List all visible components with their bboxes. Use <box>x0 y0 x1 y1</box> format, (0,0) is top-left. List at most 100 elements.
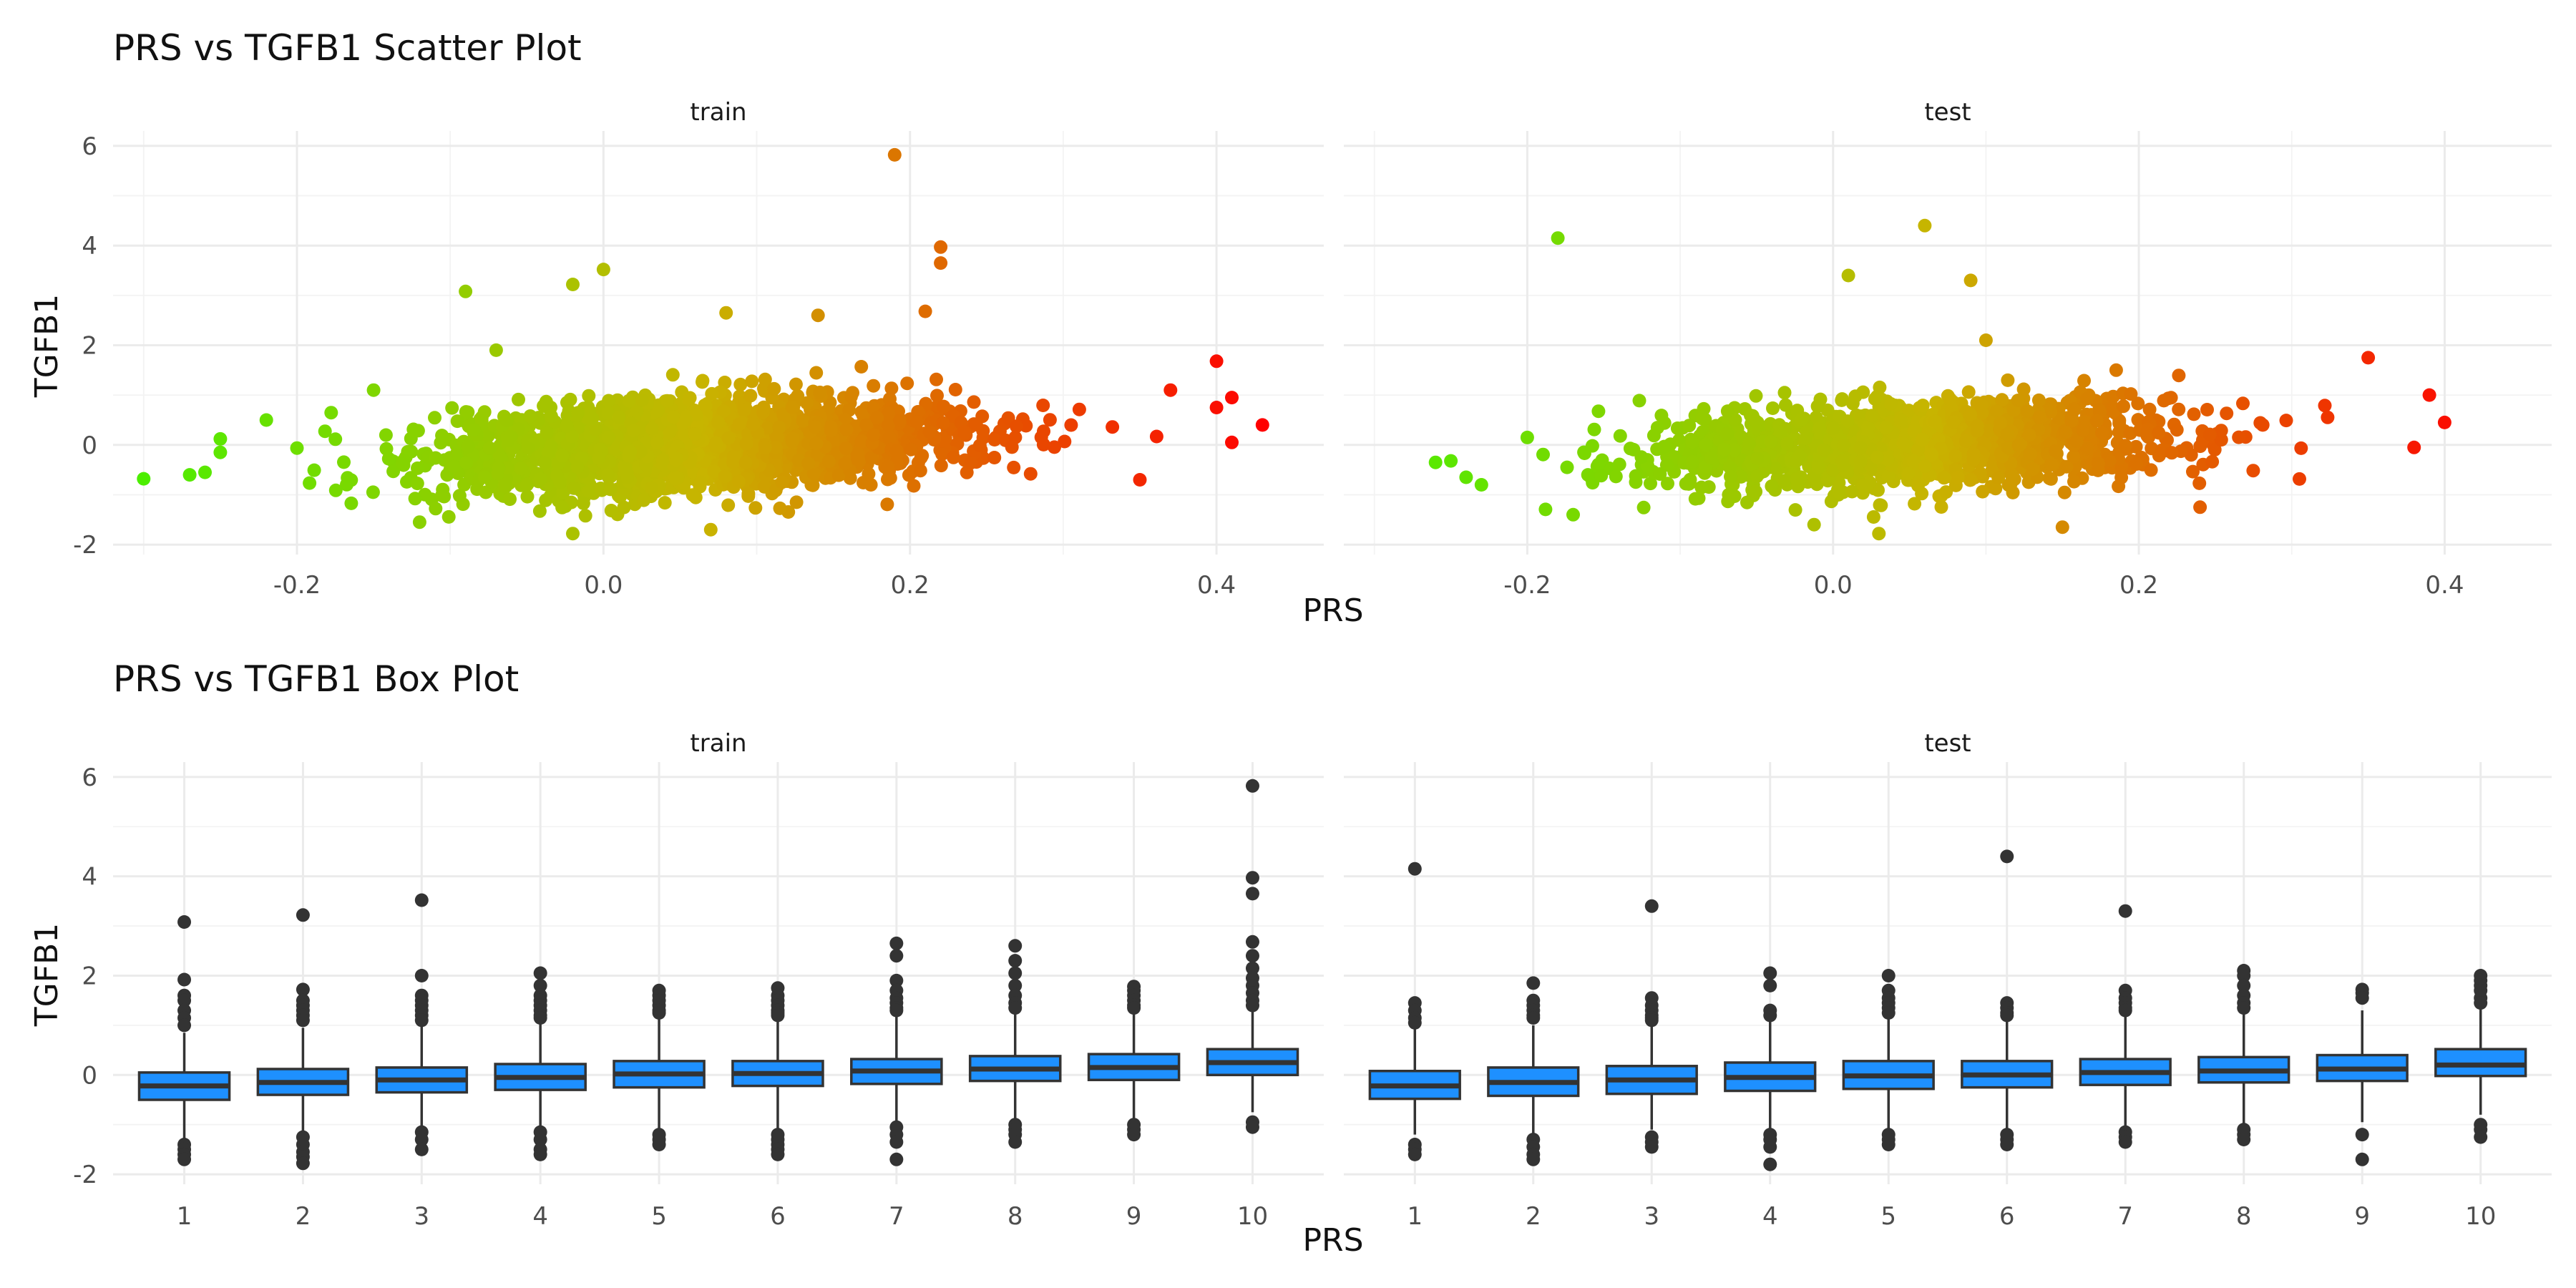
scatter-point <box>1893 413 1908 427</box>
outlier-point <box>2237 969 2251 982</box>
scatter-point <box>969 418 983 431</box>
scatter-point <box>935 447 950 462</box>
scatter-point <box>2080 391 2094 406</box>
outlier-point <box>2355 1128 2369 1142</box>
scatter-point <box>1551 231 1565 245</box>
box-1 <box>1368 862 1461 1161</box>
box-3 <box>1605 899 1698 1154</box>
scatter-point <box>2361 351 2376 365</box>
scatter-point <box>645 481 658 495</box>
scatter-point <box>213 431 228 446</box>
box-3 <box>375 893 469 1156</box>
scatter-strip-train: train <box>690 98 746 127</box>
scatter-point <box>379 428 393 442</box>
scatter-point <box>1459 470 1473 484</box>
scatter-point <box>2112 416 2127 430</box>
scatter-point <box>1799 431 1813 446</box>
scatter-point <box>2152 426 2166 440</box>
scatter-point <box>623 444 638 459</box>
scatter-point <box>1881 469 1896 483</box>
scatter-point <box>880 497 894 512</box>
scatter-point <box>1807 517 1821 532</box>
scatter-point <box>521 441 535 455</box>
scatter-point <box>434 436 448 450</box>
scatter-point <box>2144 463 2158 477</box>
outlier-point <box>2000 849 2014 864</box>
scatter-point <box>1474 478 1488 492</box>
scatter-point <box>930 389 944 403</box>
scatter-point <box>2246 464 2260 478</box>
scatter-point <box>964 456 978 470</box>
scatter-point <box>1789 454 1803 468</box>
scatter-point <box>1742 436 1756 451</box>
scatter-point <box>328 432 343 447</box>
scatter-point <box>2001 441 2015 455</box>
scatter-point <box>1779 398 1792 412</box>
scatter-point <box>2141 422 2155 436</box>
outlier-point <box>2118 904 2132 918</box>
box-1 <box>137 915 231 1166</box>
box-2 <box>1487 976 1580 1166</box>
scatter-point <box>344 496 358 510</box>
box-5 <box>613 983 706 1151</box>
scatter-point <box>592 451 606 465</box>
scatter-point <box>1795 413 1809 427</box>
scatter-point <box>1937 471 1951 485</box>
y-tick-label: -2 <box>73 531 97 560</box>
scatter-point <box>1613 429 1627 443</box>
outlier-point <box>296 982 310 997</box>
outlier-point <box>771 1008 785 1023</box>
scatter-point <box>459 405 473 419</box>
scatter-point <box>1951 470 1965 484</box>
scatter-point <box>2172 369 2186 383</box>
scatter-point <box>565 429 579 444</box>
scatter-point <box>540 425 554 439</box>
scatter-point <box>2193 500 2207 514</box>
scatter-point <box>479 485 493 499</box>
outlier-point <box>1127 1001 1141 1015</box>
x-tick-label: 4 <box>532 1202 548 1231</box>
scatter-point <box>934 256 948 270</box>
scatter-point <box>566 278 580 291</box>
y-tick-label: 0 <box>82 1061 97 1090</box>
scatter-point <box>813 385 827 399</box>
scatter-point <box>2067 474 2081 489</box>
box-10 <box>1206 779 1299 1134</box>
outlier-point <box>889 1003 904 1018</box>
scatter-point <box>538 456 552 470</box>
scatter-point <box>791 389 805 403</box>
scatter-point <box>1811 460 1825 474</box>
outlier-point <box>1245 887 1259 901</box>
scatter-point <box>786 431 800 446</box>
scatter-point <box>1777 474 1792 488</box>
scatter-point <box>381 452 396 466</box>
scatter-point <box>1209 401 1224 414</box>
x-tick-label: 4 <box>1762 1202 1778 1231</box>
scatter-point <box>461 439 475 454</box>
scatter-point <box>1963 473 1978 487</box>
scatter-point <box>1845 484 1859 499</box>
scatter-point <box>1734 469 1748 484</box>
scatter-point <box>821 454 836 469</box>
box-plot-title: PRS vs TGFB1 Box Plot <box>113 658 519 700</box>
scatter-x-axis-title: PRS <box>1302 592 1363 629</box>
box-8 <box>2197 964 2290 1146</box>
scatter-point <box>213 445 228 459</box>
scatter-point <box>1609 469 1623 484</box>
x-tick-label: 0.4 <box>1197 571 1236 600</box>
outlier-point <box>177 993 192 1008</box>
scatter-point <box>936 416 950 430</box>
scatter-point <box>499 414 514 428</box>
scatter-point <box>1149 429 1163 444</box>
scatter-point <box>1072 402 1086 416</box>
scatter-point <box>1853 441 1868 454</box>
scatter-point <box>1727 443 1742 457</box>
scatter-point <box>407 424 421 437</box>
box-4 <box>1724 966 1817 1171</box>
x-tick-label: 7 <box>889 1202 904 1231</box>
scatter-point <box>2129 457 2144 471</box>
scatter-point <box>767 381 781 396</box>
scatter-point <box>1748 414 1762 428</box>
x-tick-label: 6 <box>770 1202 786 1231</box>
scatter-point <box>741 487 756 501</box>
